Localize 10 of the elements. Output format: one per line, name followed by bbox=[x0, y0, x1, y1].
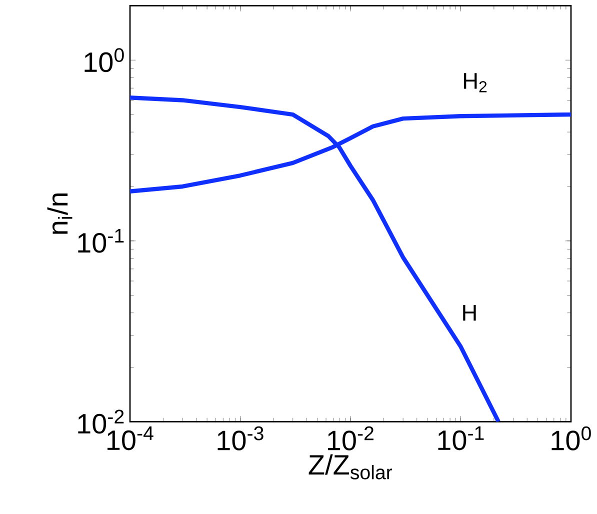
y-tick-label: 10$^{-1}$ bbox=[78, 229, 124, 253]
series-label: H$_{2}$ bbox=[464, 73, 487, 92]
x-tick-label: 10$^{0}$ bbox=[552, 426, 591, 450]
x-tick-label: 10$^{-2}$ bbox=[328, 426, 374, 450]
x-tick-label: 10$^{-1}$ bbox=[438, 426, 484, 450]
x-tick-label: 10$^{-3}$ bbox=[218, 426, 264, 450]
x-axis-title: Z/Z$_{solar}$ bbox=[308, 454, 392, 480]
y-tick-label: 10$^{0}$ bbox=[84, 48, 124, 72]
series-label: H bbox=[463, 305, 476, 321]
y-axis-title: n$_{i}$/n bbox=[47, 194, 72, 234]
